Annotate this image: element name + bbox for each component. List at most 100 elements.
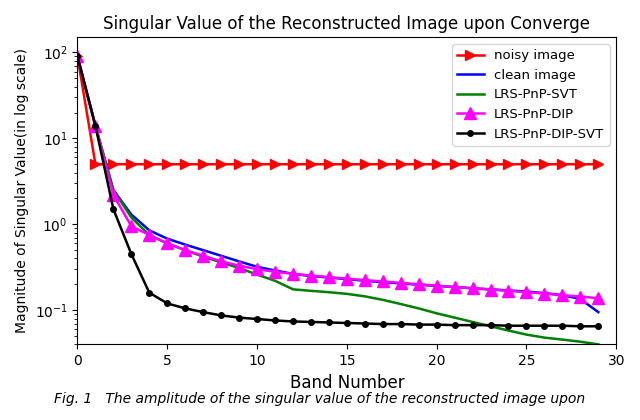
noisy image [523,162,531,167]
LRS-PnP-DIP [541,291,548,296]
noisy image [289,162,297,167]
clean image [343,277,351,282]
LRS-PnP-DIP [145,233,153,238]
LRS-PnP-DIP-SVT [559,323,566,328]
LRS-PnP-DIP [92,123,99,129]
LRS-PnP-SVT [145,233,153,238]
clean image [433,284,440,289]
LRS-PnP-DIP-SVT [218,313,225,318]
clean image [145,228,153,233]
LRS-PnP-DIP-SVT [433,322,440,327]
LRS-PnP-SVT [577,339,584,344]
LRS-PnP-SVT [379,297,387,302]
LRS-PnP-SVT [541,335,548,340]
X-axis label: Band Number: Band Number [289,374,404,392]
LRS-PnP-DIP-SVT [271,318,279,323]
noisy image [343,162,351,167]
LRS-PnP-SVT [486,324,494,329]
noisy image [486,162,494,167]
LRS-PnP-DIP [307,273,315,278]
clean image [289,271,297,276]
LRS-PnP-SVT [199,254,207,259]
LRS-PnP-DIP-SVT [199,310,207,315]
Line: noisy image: noisy image [72,52,603,169]
LRS-PnP-DIP [595,296,602,301]
noisy image [541,162,548,167]
clean image [325,275,333,280]
Y-axis label: Magnitude of Singular Value(in log scale): Magnitude of Singular Value(in log scale… [15,48,29,333]
LRS-PnP-SVT [74,54,81,59]
LRS-PnP-DIP-SVT [92,123,99,129]
noisy image [271,162,279,167]
LRS-PnP-DIP [253,267,261,272]
LRS-PnP-DIP-SVT [163,301,171,306]
LRS-PnP-SVT [307,289,315,294]
noisy image [415,162,422,167]
Legend: noisy image, clean image, LRS-PnP-SVT, LRS-PnP-DIP, LRS-PnP-DIP-SVT: noisy image, clean image, LRS-PnP-SVT, L… [452,44,610,146]
clean image [468,286,476,291]
noisy image [397,162,404,167]
noisy image [92,162,99,167]
LRS-PnP-DIP-SVT [74,54,81,59]
LRS-PnP-DIP [236,263,243,268]
clean image [505,288,513,293]
clean image [181,242,189,247]
clean image [523,289,531,294]
noisy image [109,162,117,167]
Title: Singular Value of the Reconstructed Image upon Converge: Singular Value of the Reconstructed Imag… [103,15,590,33]
clean image [486,287,494,292]
noisy image [379,162,387,167]
LRS-PnP-DIP [451,284,458,289]
LRS-PnP-DIP [415,282,422,287]
LRS-PnP-DIP [74,54,81,59]
noisy image [505,162,513,167]
noisy image [218,162,225,167]
clean image [307,273,315,278]
Line: clean image: clean image [77,56,598,312]
LRS-PnP-SVT [415,306,422,311]
Line: LRS-PnP-SVT: LRS-PnP-SVT [77,56,598,344]
clean image [163,236,171,241]
LRS-PnP-SVT [505,328,513,333]
LRS-PnP-SVT [343,291,351,297]
clean image [379,280,387,285]
LRS-PnP-SVT [397,302,404,307]
LRS-PnP-SVT [253,272,261,277]
LRS-PnP-DIP-SVT [325,320,333,325]
noisy image [163,162,171,167]
LRS-PnP-DIP-SVT [505,323,513,328]
LRS-PnP-DIP [163,241,171,246]
LRS-PnP-DIP [325,275,333,280]
LRS-PnP-DIP-SVT [486,323,494,328]
noisy image [577,162,584,167]
LRS-PnP-DIP-SVT [415,322,422,327]
clean image [127,212,135,217]
LRS-PnP-DIP-SVT [343,320,351,326]
LRS-PnP-DIP [361,278,369,283]
LRS-PnP-DIP [181,248,189,253]
LRS-PnP-SVT [289,287,297,292]
LRS-PnP-DIP-SVT [307,320,315,325]
LRS-PnP-SVT [559,337,566,342]
LRS-PnP-DIP [271,269,279,274]
noisy image [127,162,135,167]
noisy image [361,162,369,167]
LRS-PnP-DIP [486,287,494,292]
clean image [271,268,279,273]
LRS-PnP-SVT [181,248,189,253]
LRS-PnP-SVT [92,123,99,129]
noisy image [433,162,440,167]
noisy image [468,162,476,167]
LRS-PnP-SVT [451,315,458,320]
LRS-PnP-DIP-SVT [109,207,117,212]
LRS-PnP-SVT [595,342,602,347]
LRS-PnP-DIP-SVT [541,323,548,328]
clean image [109,188,117,193]
LRS-PnP-DIP [468,286,476,291]
LRS-PnP-DIP [559,293,566,298]
noisy image [325,162,333,167]
noisy image [145,162,153,167]
Line: LRS-PnP-DIP: LRS-PnP-DIP [72,51,604,304]
LRS-PnP-DIP [433,283,440,288]
LRS-PnP-DIP [577,294,584,299]
